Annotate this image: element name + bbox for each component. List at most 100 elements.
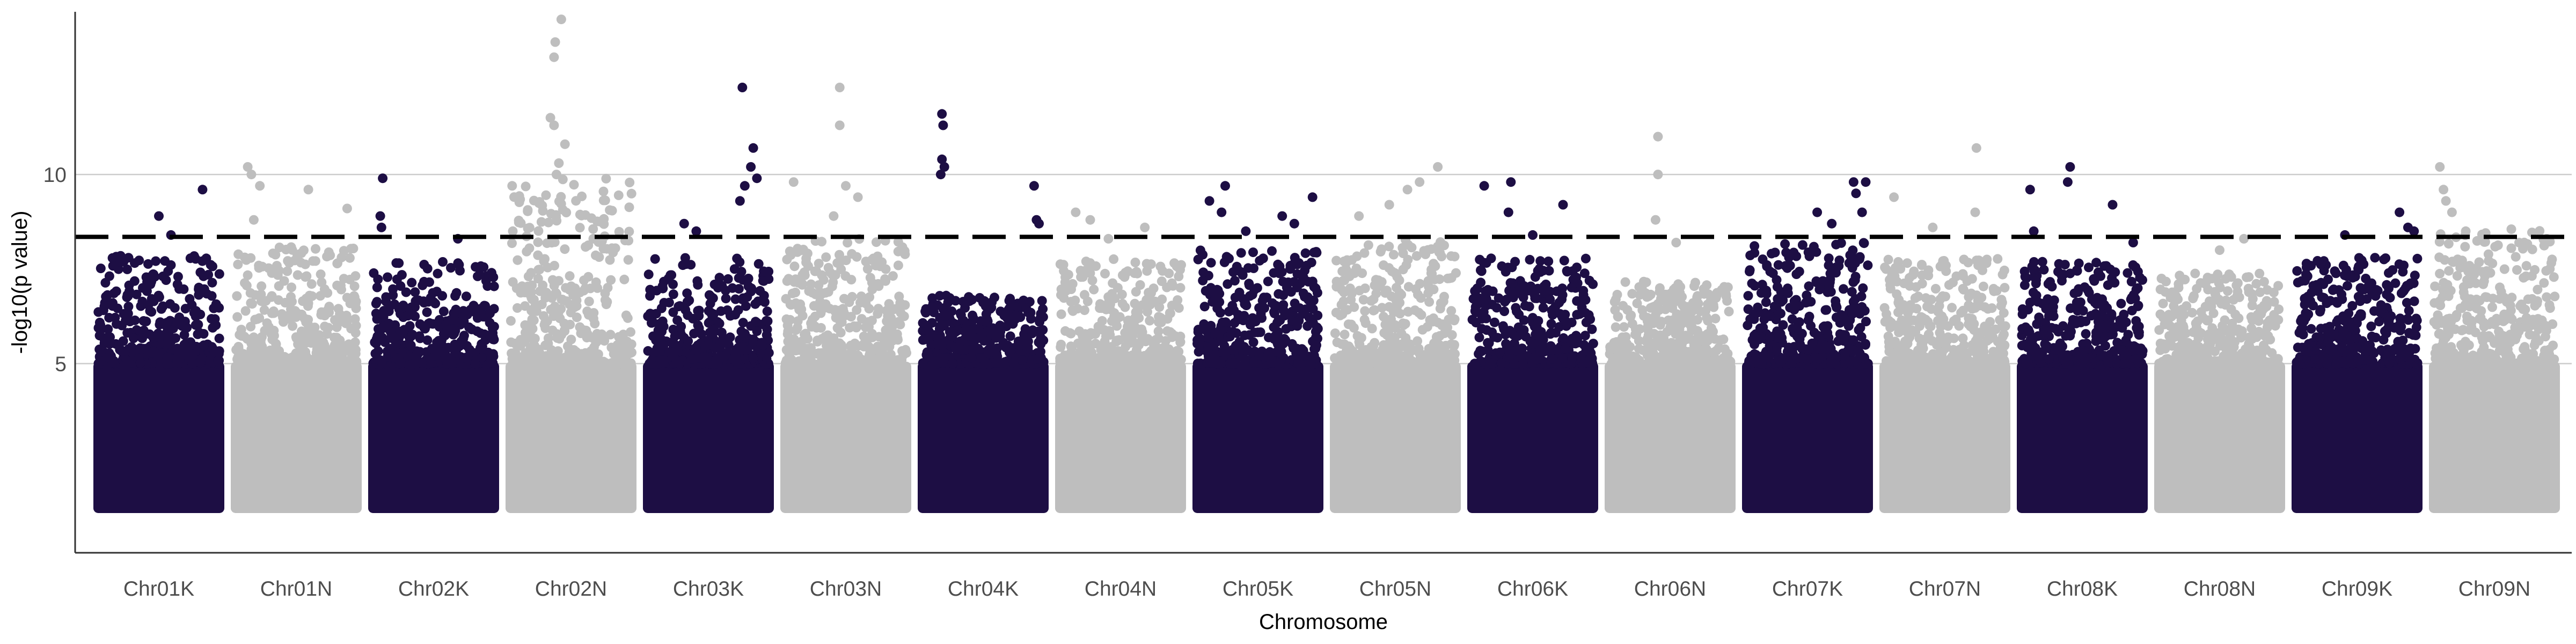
data-point	[1303, 276, 1313, 287]
data-point	[273, 295, 283, 305]
data-point	[286, 292, 296, 302]
data-point	[1155, 261, 1166, 272]
data-point	[1230, 318, 1240, 328]
data-point	[1783, 288, 1793, 298]
data-point	[521, 358, 531, 368]
data-point	[1703, 299, 1713, 310]
data-point	[142, 286, 152, 296]
data-point	[136, 358, 145, 368]
data-point	[958, 297, 968, 307]
data-point	[1690, 277, 1700, 288]
data-point	[1670, 358, 1679, 369]
data-point	[529, 295, 539, 305]
data-point	[845, 357, 855, 368]
data-point	[123, 302, 134, 312]
data-point	[947, 358, 957, 369]
data-point	[1238, 270, 1248, 280]
peak-point	[1433, 162, 1443, 172]
data-point	[438, 306, 449, 317]
data-point	[386, 327, 396, 337]
data-point	[986, 328, 996, 338]
data-point	[480, 301, 491, 311]
data-point	[621, 310, 631, 320]
data-point	[1883, 331, 1893, 341]
peak-point	[1415, 177, 1425, 187]
data-point	[1546, 341, 1556, 351]
data-point	[332, 333, 342, 343]
data-point	[1208, 297, 1218, 307]
peak-point	[1140, 222, 1150, 232]
peak-point	[1307, 192, 1318, 202]
data-point	[1642, 313, 1652, 323]
data-point	[1620, 277, 1630, 287]
data-point	[893, 260, 903, 270]
data-point	[1622, 356, 1632, 367]
data-point	[1175, 283, 1185, 293]
data-point	[291, 332, 301, 342]
data-point	[643, 269, 654, 280]
data-point	[161, 275, 171, 285]
data-point	[1066, 341, 1076, 352]
data-point	[598, 186, 609, 196]
data-point	[246, 253, 256, 263]
data-point	[508, 226, 518, 236]
data-point	[1292, 321, 1302, 331]
data-point	[1559, 255, 1569, 266]
peak-point	[1653, 131, 1663, 142]
data-point	[172, 279, 182, 289]
data-point	[240, 278, 250, 288]
data-point	[1227, 345, 1238, 355]
point-cluster	[93, 362, 224, 513]
data-point	[1807, 338, 1817, 348]
data-point	[1192, 358, 1203, 369]
data-point	[214, 303, 224, 313]
data-point	[1585, 314, 1596, 324]
data-point	[709, 325, 719, 335]
data-point	[1525, 336, 1535, 346]
data-point	[1351, 264, 1362, 274]
data-point	[897, 346, 908, 356]
data-point	[310, 256, 320, 266]
data-point	[614, 226, 624, 237]
data-point	[1759, 350, 1769, 360]
data-point	[691, 342, 701, 353]
data-point	[350, 328, 361, 338]
data-point	[793, 244, 803, 254]
data-point	[1403, 348, 1414, 358]
data-point	[1435, 340, 1445, 350]
data-point	[1405, 339, 1415, 349]
data-point	[1802, 290, 1812, 301]
data-point	[1060, 356, 1070, 367]
data-point	[668, 337, 678, 347]
data-point	[609, 349, 619, 359]
peak-point	[853, 192, 863, 202]
data-point	[820, 332, 830, 342]
data-point	[332, 322, 342, 332]
data-point	[1858, 283, 1868, 293]
data-point	[1781, 247, 1791, 258]
data-point	[1033, 354, 1043, 364]
data-point	[1292, 282, 1302, 292]
peak-point	[735, 196, 745, 206]
data-point	[606, 275, 616, 285]
data-point	[867, 255, 877, 265]
data-point	[877, 257, 887, 267]
data-point	[1292, 269, 1302, 279]
data-point	[588, 224, 598, 234]
data-point	[295, 347, 305, 357]
data-point	[1245, 291, 1255, 301]
data-point	[103, 299, 113, 309]
data-point	[560, 326, 570, 336]
data-point	[1399, 320, 1409, 330]
data-point	[419, 296, 429, 306]
data-point	[591, 250, 601, 260]
data-point	[488, 272, 499, 282]
data-point	[194, 282, 204, 292]
data-point	[372, 297, 382, 307]
data-point	[659, 276, 669, 287]
peak-point	[1354, 211, 1364, 221]
data-point	[1302, 292, 1313, 302]
data-point	[1863, 260, 1873, 270]
data-point	[957, 345, 967, 355]
data-point	[1230, 292, 1240, 303]
